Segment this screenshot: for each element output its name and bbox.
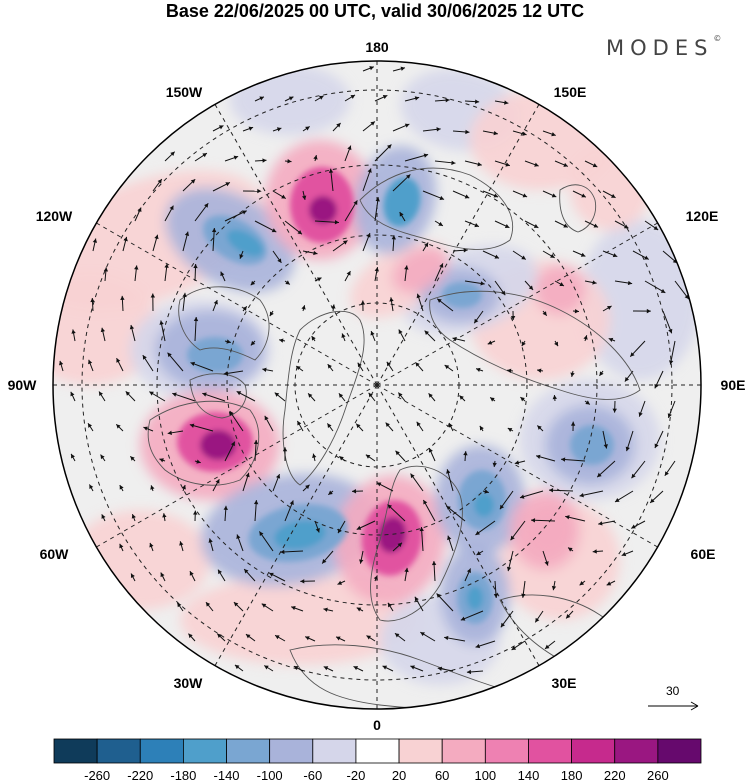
colorbar: -260 -220 -180 -140 -100 -60 -20 20 60 100 140 180 2… bbox=[53, 738, 702, 783]
vector-scale-label: 30 bbox=[666, 684, 680, 698]
colorbar-tick-label: 220 bbox=[604, 768, 626, 783]
lon-label-180: 180 bbox=[365, 39, 389, 55]
lon-label-120e: 120E bbox=[686, 208, 719, 224]
colorbar-tick-label: -20 bbox=[347, 768, 366, 783]
map-title: Base 22/06/2025 00 UTC, valid 30/06/2025… bbox=[165, 1, 585, 21]
colorbar-box bbox=[226, 738, 271, 764]
colorbar-box bbox=[312, 738, 357, 764]
graticule bbox=[53, 61, 701, 709]
colorbar-box bbox=[355, 738, 400, 764]
colorbar-tick-label: -140 bbox=[214, 768, 240, 783]
colorbar-box bbox=[571, 738, 616, 764]
colorbar-box bbox=[528, 738, 573, 764]
colorbar-box bbox=[139, 738, 184, 764]
lon-label-90e: 90E bbox=[721, 377, 746, 393]
coastline-layer bbox=[147, 167, 661, 709]
colorbar-tick-label: 20 bbox=[392, 768, 406, 783]
polar-map: 180 150E 120E 90E 60E 30E 0 30W 60W 90W … bbox=[8, 39, 746, 733]
modes-logo: MODES© bbox=[606, 34, 721, 60]
lon-label-120w: 120W bbox=[36, 208, 73, 224]
wind-vectors bbox=[59, 66, 690, 675]
colorbar-box bbox=[398, 738, 443, 764]
colorbar-boxes bbox=[53, 738, 702, 764]
brand-text: MODES bbox=[606, 36, 714, 60]
colorbar-box bbox=[96, 738, 141, 764]
colorbar-box bbox=[657, 738, 702, 764]
colorbar-tick-label: 60 bbox=[435, 768, 449, 783]
map-disc bbox=[53, 61, 701, 709]
lon-label-150w: 150W bbox=[166, 84, 203, 100]
lon-label-30w: 30W bbox=[174, 675, 204, 691]
reference-arrow-icon bbox=[648, 701, 699, 711]
lon-label-0: 0 bbox=[373, 717, 381, 733]
colorbar-tick-label: -100 bbox=[257, 768, 283, 783]
colorbar-box bbox=[614, 738, 659, 764]
colorbar-tick-label: 100 bbox=[474, 768, 496, 783]
colorbar-box bbox=[53, 738, 98, 764]
lon-label-60w: 60W bbox=[40, 546, 70, 562]
colorbar-tick-label: 140 bbox=[518, 768, 540, 783]
colorbar-box bbox=[182, 738, 227, 764]
colorbar-tick-label: 260 bbox=[647, 768, 669, 783]
anomaly-core-layer bbox=[177, 167, 614, 624]
colorbar-box bbox=[441, 738, 486, 764]
colorbar-tick-label: -60 bbox=[303, 768, 322, 783]
colorbar-tick-label: 180 bbox=[561, 768, 583, 783]
colorbar-box bbox=[484, 738, 529, 764]
lon-label-90w: 90W bbox=[8, 377, 38, 393]
lon-label-30e: 30E bbox=[552, 675, 577, 691]
lon-label-150e: 150E bbox=[554, 84, 587, 100]
colorbar-tick-label: -260 bbox=[84, 768, 110, 783]
colorbar-tick-label: -180 bbox=[170, 768, 196, 783]
brand-mark: © bbox=[713, 34, 722, 43]
lon-label-60e: 60E bbox=[691, 546, 716, 562]
colorbar-labels: -260 -220 -180 -140 -100 -60 -20 20 60 100 140 180 2… bbox=[84, 768, 669, 783]
map-border bbox=[52, 60, 702, 710]
colorbar-tick-label: -220 bbox=[127, 768, 153, 783]
colorbar-box bbox=[269, 738, 314, 764]
